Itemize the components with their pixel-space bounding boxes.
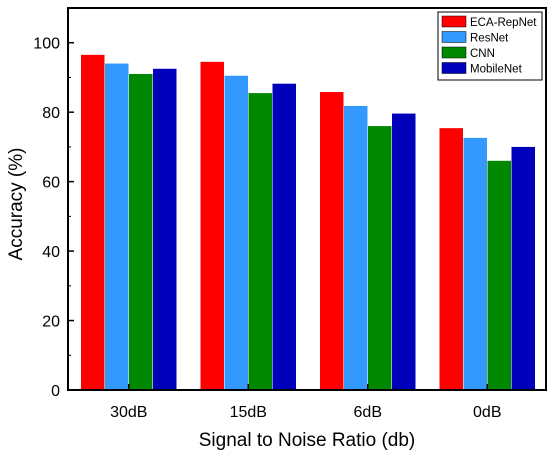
- bar-resnet-0db: [463, 137, 487, 390]
- bar-eca-repnet-15db: [200, 61, 224, 391]
- bar-mobilenet-6db: [392, 113, 416, 390]
- y-axis-label: Accuracy (%): [6, 148, 27, 261]
- y-tick-label: 100: [33, 36, 60, 53]
- bar-cnn-15db: [248, 93, 272, 390]
- plot-border: [67, 7, 547, 391]
- y-tick-label: 40: [42, 244, 60, 261]
- legend-swatch-cnn: [441, 46, 467, 59]
- bar-resnet-6db: [344, 105, 368, 390]
- legend-label-resnet: ResNet: [470, 33, 509, 45]
- y-tick-label: 60: [42, 175, 60, 192]
- legend-label-eca-repnet: ECA-RepNet: [470, 17, 537, 29]
- x-axis-label: Signal to Noise Ratio (db): [199, 430, 416, 451]
- bar-cnn-30db: [129, 73, 153, 391]
- legend-swatch-mobilenet: [441, 62, 467, 74]
- bar-mobilenet-30db: [153, 68, 177, 390]
- bar-mobilenet-15db: [272, 83, 296, 391]
- bar-cnn-6db: [368, 126, 392, 390]
- plot-frame: [67, 7, 547, 391]
- legend-swatch-resnet: [441, 31, 467, 43]
- bar-eca-repnet-0db: [439, 128, 463, 390]
- x-axis: 30dB 15dB 6dB 0dB: [110, 384, 501, 421]
- bar-resnet-30db: [105, 63, 129, 391]
- bar-eca-repnet-6db: [320, 92, 344, 390]
- legend-label-cnn: CNN: [470, 48, 495, 60]
- bar-mobilenet-0db: [511, 146, 535, 390]
- bars-layer: [81, 54, 535, 391]
- bar-eca-repnet-30db: [81, 54, 105, 391]
- bar-cnn-0db: [487, 160, 511, 390]
- x-tick-label-0db: 0dB: [473, 404, 501, 421]
- legend-swatch-eca-repnet: [441, 15, 467, 28]
- legend-label-mobilenet: MobileNet: [470, 64, 523, 76]
- y-tick-label: 80: [42, 105, 60, 122]
- x-tick-label-6db: 6dB: [354, 404, 382, 421]
- bar-resnet-15db: [224, 75, 248, 390]
- y-tick-label: 20: [42, 314, 60, 331]
- x-tick-label-15db: 15dB: [230, 404, 267, 421]
- y-axis: 0 20 40 60 80 100: [33, 36, 74, 400]
- legend: ECA-RepNet ResNet CNN MobileNet: [437, 11, 543, 81]
- x-tick-label-30db: 30dB: [110, 404, 147, 421]
- y-tick-label: 0: [51, 383, 60, 400]
